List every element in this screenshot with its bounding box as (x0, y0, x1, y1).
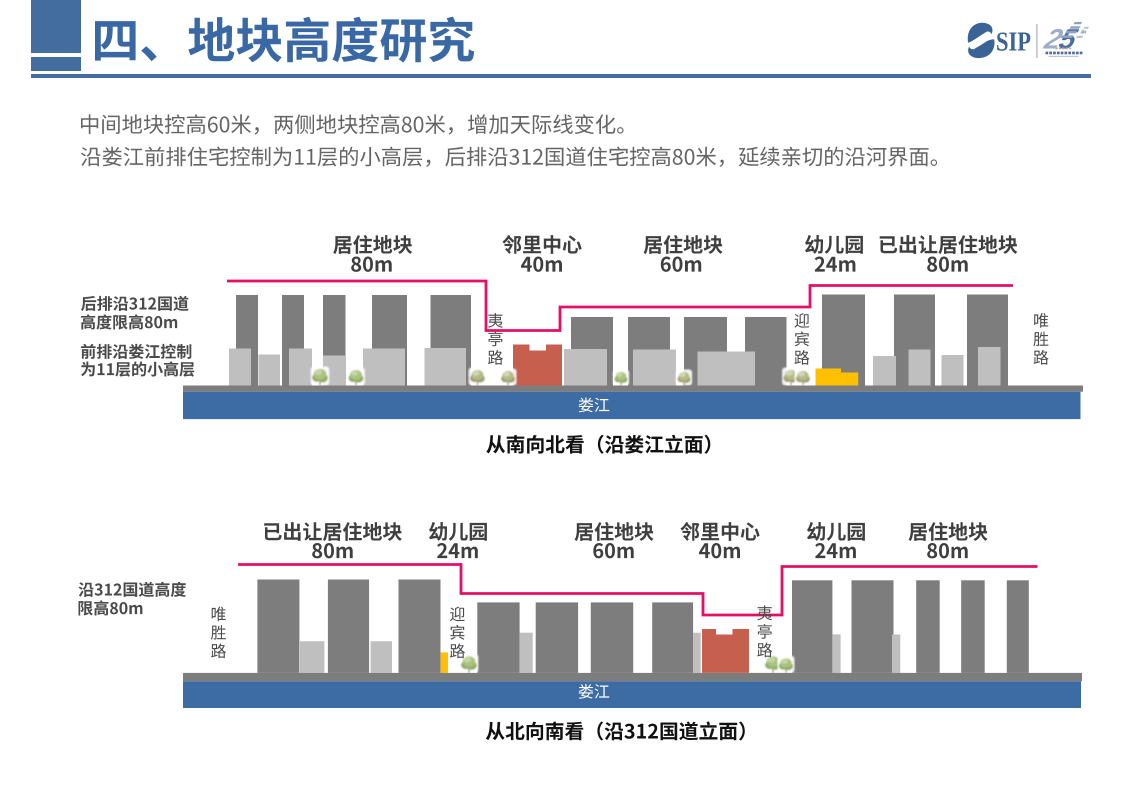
svg-text:th: th (1082, 30, 1087, 36)
svg-text:SIP: SIP (996, 27, 1031, 57)
